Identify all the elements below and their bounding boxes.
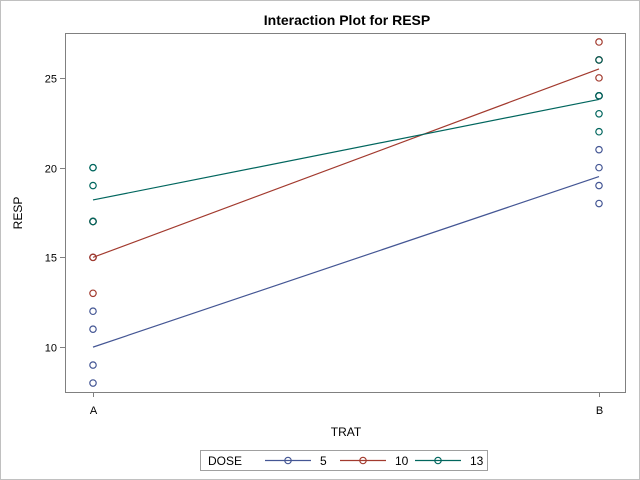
legend-marker-dose-13 — [434, 456, 442, 465]
data-point-dose-13 — [89, 163, 97, 172]
data-point-dose-13 — [595, 127, 603, 136]
y-axis-label: RESP — [11, 197, 25, 230]
chart-title: Interaction Plot for RESP — [264, 12, 430, 28]
data-point-dose-5 — [89, 361, 97, 369]
y-tick-label: 20 — [45, 164, 57, 176]
legend-marker-dose-5 — [284, 456, 292, 465]
data-point-dose-5 — [89, 307, 97, 316]
series-line-dose-10 — [92, 68, 600, 258]
y-axis: 10 15 20 25 — [45, 74, 65, 355]
x-tick-label: A — [90, 405, 98, 417]
legend-marker-dose-10 — [359, 456, 367, 465]
legend-items: 5 10 13 — [265, 454, 484, 468]
legend-title: DOSE — [208, 454, 242, 468]
y-tick-label: 10 — [45, 343, 57, 355]
legend-label-dose-13: 13 — [470, 454, 484, 468]
legend-label-dose-5: 5 — [320, 454, 327, 468]
data-point-dose-5 — [595, 181, 603, 190]
y-tick-label: 25 — [45, 74, 57, 86]
x-axis-label: TRAT — [331, 425, 362, 439]
data-point-dose-10 — [89, 253, 97, 262]
series-line-dose-5 — [92, 176, 600, 348]
series-line-dose-13 — [92, 98, 600, 201]
y-tick-label: 15 — [45, 253, 57, 265]
data-point-dose-13 — [595, 56, 603, 64]
data-point-dose-5 — [89, 325, 97, 333]
data-point-dose-13 — [595, 92, 603, 100]
legend: DOSE 5 10 13 — [200, 450, 488, 471]
data-point-dose-13 — [595, 109, 603, 118]
data-point-dose-10 — [595, 74, 603, 82]
data-point-dose-5 — [595, 199, 603, 208]
series-lines — [92, 68, 600, 348]
series-points — [89, 38, 603, 387]
data-point-dose-10 — [89, 289, 97, 298]
data-point-dose-5 — [595, 163, 603, 172]
data-point-dose-10 — [595, 38, 603, 46]
legend-label-dose-10: 10 — [395, 454, 409, 468]
x-tick-label: B — [596, 405, 603, 417]
data-point-dose-5 — [89, 379, 97, 387]
data-point-dose-13 — [89, 217, 97, 226]
plot-frame — [65, 33, 626, 393]
data-point-dose-13 — [89, 181, 97, 190]
data-point-dose-5 — [595, 145, 603, 154]
